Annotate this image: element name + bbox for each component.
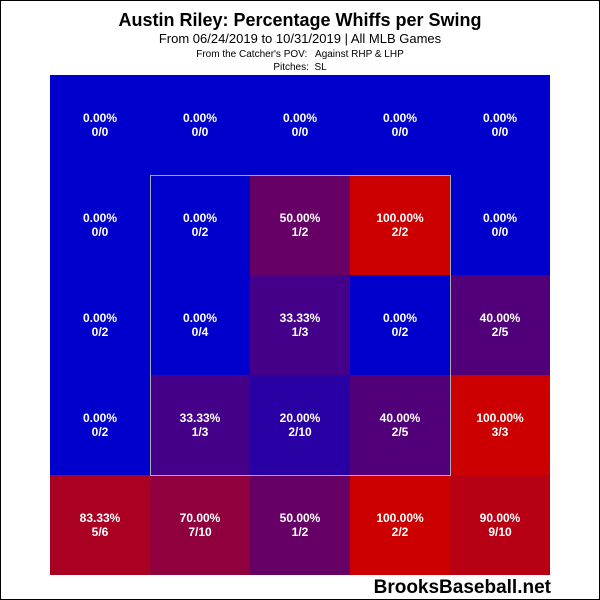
cell-percent-label: 40.00% xyxy=(480,311,521,325)
cell-count-label: 9/10 xyxy=(488,525,512,539)
cell-percent-label: 0.00% xyxy=(83,411,117,425)
cell-count-label: 1/3 xyxy=(292,325,309,339)
cell-count-label: 0/4 xyxy=(192,325,209,339)
heatmap-cell-r0-c1 xyxy=(150,75,250,175)
cell-count-label: 1/2 xyxy=(292,225,309,239)
heatmap-cell-r0-c0 xyxy=(50,75,150,175)
heatmap-cell-r4-c1 xyxy=(150,475,250,575)
heatmap-cell-r1-c0 xyxy=(50,175,150,275)
heatmap-cell-r1-c3 xyxy=(350,175,450,275)
heatmap-cell-r1-c4 xyxy=(450,175,550,275)
chart-subtitle: From 06/24/2019 to 10/31/2019 | All MLB … xyxy=(158,31,442,46)
cell-count-label: 2/2 xyxy=(392,225,409,239)
heatmap-cell-r3-c3 xyxy=(350,375,450,475)
cell-count-label: 0/0 xyxy=(292,125,309,139)
cell-percent-label: 20.00% xyxy=(280,411,321,425)
cell-percent-label: 83.33% xyxy=(80,511,121,525)
cell-percent-label: 100.00% xyxy=(376,211,424,225)
cell-percent-label: 0.00% xyxy=(283,111,317,125)
cell-percent-label: 0.00% xyxy=(83,211,117,225)
cell-count-label: 1/2 xyxy=(292,525,309,539)
cell-count-label: 0/0 xyxy=(192,125,209,139)
cell-count-label: 2/5 xyxy=(392,425,409,439)
cell-count-label: 2/2 xyxy=(392,525,409,539)
cell-count-label: 7/10 xyxy=(188,525,212,539)
cell-percent-label: 0.00% xyxy=(83,111,117,125)
pitches-note: Pitches: SL xyxy=(273,62,327,73)
heatmap-cell-r0-c2 xyxy=(250,75,350,175)
heatmap-cell-r4-c2 xyxy=(250,475,350,575)
cell-percent-label: 0.00% xyxy=(83,311,117,325)
heatmap-cell-r2-c0 xyxy=(50,275,150,375)
cell-percent-label: 0.00% xyxy=(483,211,517,225)
cell-count-label: 3/3 xyxy=(492,425,509,439)
heatmap-cell-r0-c3 xyxy=(350,75,450,175)
cell-percent-label: 33.33% xyxy=(280,311,321,325)
cell-percent-label: 90.00% xyxy=(480,511,521,525)
cell-count-label: 0/0 xyxy=(92,225,109,239)
heatmap-cell-r4-c0 xyxy=(50,475,150,575)
cell-percent-label: 70.00% xyxy=(180,511,221,525)
chart-title: Austin Riley: Percentage Whiffs per Swin… xyxy=(118,10,482,30)
cell-percent-label: 0.00% xyxy=(183,311,217,325)
cell-count-label: 1/3 xyxy=(192,425,209,439)
cell-count-label: 0/2 xyxy=(392,325,409,339)
cell-percent-label: 0.00% xyxy=(383,111,417,125)
cell-count-label: 5/6 xyxy=(92,525,109,539)
heatmap-cell-r4-c3 xyxy=(350,475,450,575)
cell-count-label: 2/5 xyxy=(492,325,509,339)
heatmap-cell-r1-c2 xyxy=(250,175,350,275)
cell-percent-label: 0.00% xyxy=(183,111,217,125)
cell-percent-label: 0.00% xyxy=(483,111,517,125)
heatmap-cell-r0-c4 xyxy=(450,75,550,175)
heatmap-cell-r3-c1 xyxy=(150,375,250,475)
cell-count-label: 2/10 xyxy=(288,425,312,439)
heatmap-cell-r4-c4 xyxy=(450,475,550,575)
cell-count-label: 0/2 xyxy=(92,425,109,439)
cell-count-label: 0/2 xyxy=(92,325,109,339)
cell-percent-label: 100.00% xyxy=(476,411,524,425)
cell-count-label: 0/0 xyxy=(392,125,409,139)
cell-count-label: 0/0 xyxy=(92,125,109,139)
cell-count-label: 0/0 xyxy=(492,125,509,139)
heatmap-cell-r2-c2 xyxy=(250,275,350,375)
heatmap-cell-r3-c0 xyxy=(50,375,150,475)
pov-note: From the Catcher's POV: Against RHP & LH… xyxy=(196,49,404,60)
heatmap-cell-r2-c4 xyxy=(450,275,550,375)
watermark: BrooksBaseball.net xyxy=(373,577,551,598)
strike-zone-outline xyxy=(150,175,451,476)
cell-percent-label: 33.33% xyxy=(180,411,221,425)
heatmap-cell-r3-c4 xyxy=(450,375,550,475)
cell-count-label: 0/2 xyxy=(192,225,209,239)
cell-percent-label: 40.00% xyxy=(380,411,421,425)
cell-percent-label: 50.00% xyxy=(280,211,321,225)
heatmap-cell-r3-c2 xyxy=(250,375,350,475)
cell-percent-label: 100.00% xyxy=(376,511,424,525)
cell-percent-label: 50.00% xyxy=(280,511,321,525)
cell-percent-label: 0.00% xyxy=(383,311,417,325)
heatmap-cell-r2-c1 xyxy=(150,275,250,375)
cell-percent-label: 0.00% xyxy=(183,211,217,225)
heatmap-cell-r2-c3 xyxy=(350,275,450,375)
cell-count-label: 0/0 xyxy=(492,225,509,239)
heatmap-cell-r1-c1 xyxy=(150,175,250,275)
